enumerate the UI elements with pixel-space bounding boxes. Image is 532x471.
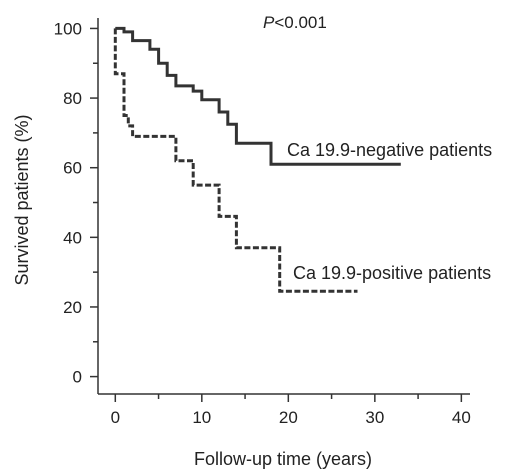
p-value-text: <0.001 [274,13,326,32]
y-tick-label: 80 [63,89,82,108]
series-layer [113,26,401,293]
tick-labels: 0 10 20 30 40 0 20 40 60 80 100 [54,19,471,427]
series-label-positive: Ca 19.9-positive patients [293,263,491,283]
x-tick-label: 10 [192,408,211,427]
x-tick-label: 20 [279,408,298,427]
ticks [90,27,463,402]
series-label-negative: Ca 19.9-negative patients [287,140,492,160]
p-value-symbol: P [263,13,275,32]
x-tick-label: 0 [111,408,120,427]
ca199-negative-curve [115,26,401,166]
y-axis-title: Survived patients (%) [12,114,32,285]
y-tick-label: 40 [63,228,82,247]
p-value-annotation: P<0.001 [263,13,327,32]
y-tick-label: 20 [63,298,82,317]
x-tick-label: 30 [365,408,384,427]
axes [97,18,470,395]
y-tick-label: 100 [54,19,82,38]
x-axis-title: Follow-up time (years) [194,449,372,469]
y-tick-label: 60 [63,159,82,178]
y-tick-label: 0 [73,368,82,387]
x-tick-label: 40 [452,408,471,427]
ca199-positive-curve [113,28,358,293]
